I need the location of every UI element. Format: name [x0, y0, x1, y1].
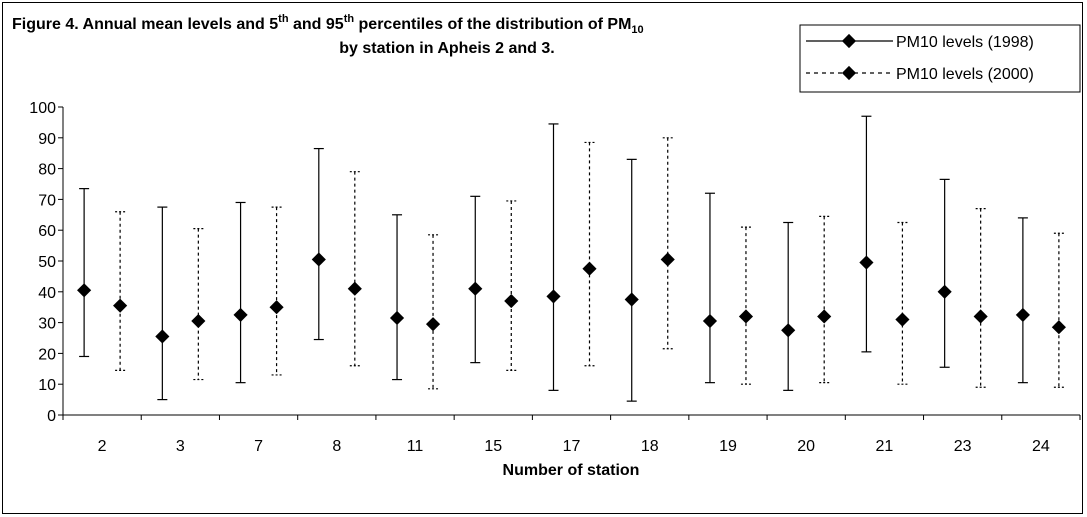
chart-canvas: Figure 4. Annual mean levels and 5th and…	[12, 13, 1081, 479]
mean-marker-series-1	[624, 292, 639, 307]
x-tick-label: 8	[332, 438, 341, 455]
y-tick-label: 80	[38, 162, 56, 179]
x-axis-ticks: 2 3 7 8 11 15 17 18 19 20 21 23 24	[62, 415, 1081, 455]
chart-marks	[77, 115, 1066, 402]
mean-marker-series-2	[347, 281, 362, 296]
mean-marker-series-2	[817, 309, 832, 324]
y-tick-label: 70	[38, 192, 56, 209]
chart-title-line2: by station in Apheis 2 and 3.	[339, 40, 554, 57]
y-tick-label: 100	[29, 100, 56, 117]
mean-marker-series-1	[546, 289, 561, 304]
legend-label-series-2: PM10 levels (2000)	[896, 66, 1034, 83]
x-tick-label: 18	[641, 438, 659, 455]
y-tick-label: 20	[38, 346, 56, 363]
y-axis-ticks: 0 10 20 30 40 50 60 70 80 90 100	[29, 100, 63, 425]
mean-marker-series-1	[311, 252, 326, 267]
x-tick-label: 17	[563, 438, 581, 455]
mean-marker-series-1	[468, 281, 483, 296]
mean-marker-series-2	[660, 252, 675, 267]
mean-marker-series-2	[191, 313, 206, 329]
mean-marker-series-2	[973, 309, 988, 324]
legend-marker-series-2	[841, 65, 857, 81]
y-tick-label: 40	[38, 285, 56, 302]
mean-marker-series-2	[269, 300, 284, 315]
y-tick-label: 90	[38, 131, 56, 148]
y-tick-label: 50	[38, 254, 56, 271]
x-tick-label: 7	[254, 438, 263, 455]
chart-title-line1: Figure 4. Annual mean levels and 5th and…	[12, 13, 644, 36]
mean-marker-series-1	[389, 310, 405, 326]
mean-marker-series-1	[233, 307, 248, 322]
mean-marker-series-1	[781, 323, 796, 338]
y-tick-label: 0	[47, 408, 56, 425]
x-tick-label: 19	[719, 438, 737, 455]
mean-marker-series-1	[155, 329, 170, 344]
x-tick-label: 15	[484, 438, 502, 455]
x-axis-label: Number of station	[503, 462, 640, 479]
x-tick-label: 23	[954, 438, 972, 455]
mean-marker-series-2	[738, 309, 754, 324]
y-tick-label: 30	[38, 316, 56, 333]
mean-marker-series-1	[702, 313, 718, 329]
y-tick-label: 60	[38, 223, 56, 240]
legend-box	[799, 24, 1081, 93]
x-tick-label: 2	[98, 438, 107, 455]
x-tick-label: 20	[797, 438, 815, 455]
mean-marker-series-2	[504, 293, 519, 309]
mean-marker-series-2	[582, 261, 597, 276]
mean-marker-series-2	[895, 312, 910, 327]
x-tick-label: 11	[407, 438, 424, 455]
mean-marker-series-1	[1015, 307, 1030, 322]
mean-marker-series-1	[77, 283, 92, 298]
mean-marker-series-2	[425, 317, 441, 332]
x-tick-label: 24	[1032, 438, 1050, 455]
legend-marker-series-1	[841, 33, 857, 49]
legend: PM10 levels (1998) PM10 levels (2000)	[799, 24, 1081, 93]
x-tick-label: 3	[176, 438, 185, 455]
mean-marker-series-1	[937, 284, 952, 299]
mean-marker-series-2	[1051, 320, 1066, 335]
legend-label-series-1: PM10 levels (1998)	[896, 34, 1034, 51]
x-tick-label: 21	[876, 438, 894, 455]
mean-marker-series-2	[113, 298, 128, 313]
mean-marker-series-1	[859, 255, 874, 270]
y-tick-label: 10	[38, 377, 56, 394]
